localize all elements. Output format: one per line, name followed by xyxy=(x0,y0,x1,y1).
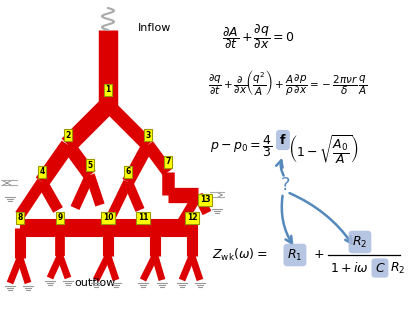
Text: Inflow: Inflow xyxy=(138,23,171,33)
Text: $\dfrac{\partial q}{\partial t} + \dfrac{\partial}{\partial x}\!\left(\dfrac{q^2: $\dfrac{\partial q}{\partial t} + \dfrac… xyxy=(207,68,367,97)
Text: $+$: $+$ xyxy=(312,248,323,262)
Text: $Z_{\rm wk}(\omega) = $: $Z_{\rm wk}(\omega) = $ xyxy=(211,247,267,263)
Text: $\mathbf{f}$: $\mathbf{f}$ xyxy=(278,133,286,147)
Text: $\dfrac{\partial A}{\partial t} + \dfrac{\partial q}{\partial x} = 0$: $\dfrac{\partial A}{\partial t} + \dfrac… xyxy=(221,22,294,51)
Text: 5: 5 xyxy=(87,160,93,169)
Text: $\!\left(1 - \sqrt{\dfrac{A_0}{A}}\right)$: $\!\left(1 - \sqrt{\dfrac{A_0}{A}}\right… xyxy=(289,133,358,166)
Text: 10: 10 xyxy=(102,213,113,222)
Text: $1 + i\omega$: $1 + i\omega$ xyxy=(329,261,368,275)
Text: 12: 12 xyxy=(186,213,197,222)
Text: 8: 8 xyxy=(17,213,23,222)
Text: 11: 11 xyxy=(138,213,148,222)
Text: $C$: $C$ xyxy=(374,262,385,275)
Text: $R_2$: $R_2$ xyxy=(389,260,404,276)
Text: $R_2$: $R_2$ xyxy=(351,234,367,249)
Text: 6: 6 xyxy=(125,168,130,177)
Text: 7: 7 xyxy=(165,157,170,166)
Text: $R_1$: $R_1$ xyxy=(287,248,302,262)
Text: $?$: $?$ xyxy=(279,176,290,194)
Text: outflow: outflow xyxy=(74,278,115,288)
Text: 1: 1 xyxy=(105,86,110,95)
Text: $p - p_0 = \dfrac{4}{3}$: $p - p_0 = \dfrac{4}{3}$ xyxy=(209,133,272,159)
Text: 2: 2 xyxy=(65,131,71,140)
Text: 3: 3 xyxy=(145,131,150,140)
Text: 9: 9 xyxy=(57,213,62,222)
Text: 13: 13 xyxy=(199,196,210,205)
Text: 4: 4 xyxy=(39,168,45,177)
